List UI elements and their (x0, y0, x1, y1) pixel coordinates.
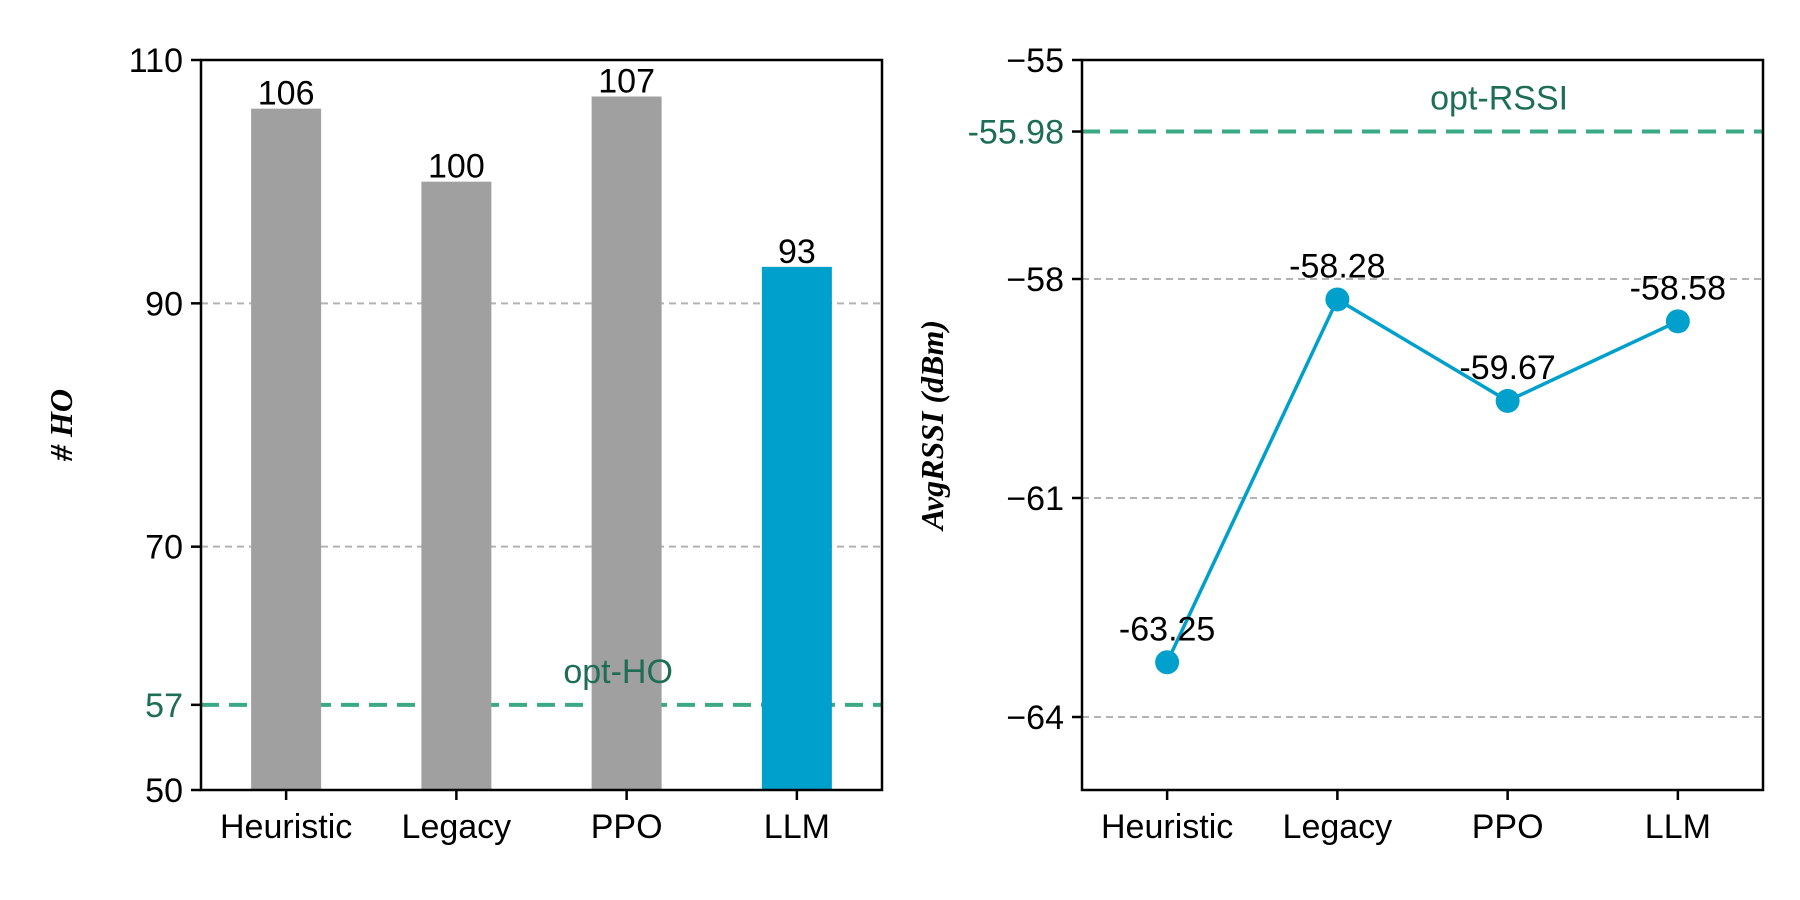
plot-frame (1080, 58, 1765, 792)
y-tick-label: 70 (145, 529, 183, 567)
y-tick-label: −64 (1006, 699, 1064, 737)
y-tick-label: 90 (145, 285, 183, 323)
y-tick-label: −61 (1006, 480, 1064, 518)
bar-value-label: 107 (598, 63, 655, 101)
point-value-label: -58.58 (1630, 269, 1726, 307)
point-legacy (1325, 287, 1350, 312)
y-axis-label: AvgRSSI (dBm) (914, 320, 950, 532)
y-tick-label: -55.98 (968, 114, 1064, 152)
x-tick-label: LLM (764, 808, 830, 846)
rssi-line-chart: -63.25 -58.28 -59.67 -58.58 opt-RSSI −64 −61 −5… (914, 42, 1765, 846)
x-tick-label: Heuristic (220, 808, 352, 846)
point-value-label: -59.67 (1459, 349, 1555, 387)
point-value-label: -58.28 (1289, 247, 1385, 285)
point-llm (1665, 309, 1690, 334)
bar-legacy (421, 181, 492, 790)
y-tick-label: −55 (1006, 42, 1064, 80)
x-tick-label: Legacy (1283, 808, 1393, 846)
rssi-series-line (1165, 296, 1679, 663)
point-heuristic (1155, 650, 1180, 675)
x-tick-label: Heuristic (1101, 808, 1233, 846)
x-tick-label: Legacy (402, 808, 512, 846)
y-tick-label: 57 (145, 687, 183, 725)
y-tick-label: 110 (129, 42, 183, 80)
y-tick-label: 50 (145, 772, 183, 810)
y-axis-label: # HO (43, 389, 79, 462)
reference-line-label: opt-RSSI (1430, 80, 1568, 118)
point-ppo (1495, 388, 1520, 413)
ho-bar-chart: 106 100 107 93 opt-HO 50 57 70 90 110 Heuristic Leg… (43, 42, 884, 846)
y-tick-label: −58 (1006, 261, 1064, 299)
bar-value-label: 106 (258, 75, 315, 113)
bar-value-label: 100 (428, 148, 485, 186)
bar-ppo (591, 96, 662, 790)
bar-value-label: 93 (778, 233, 816, 271)
bar-llm (761, 266, 832, 790)
x-tick-label: PPO (591, 808, 663, 846)
bar-heuristic (251, 108, 322, 790)
point-value-label: -63.25 (1119, 610, 1215, 648)
x-tick-label: PPO (1472, 808, 1544, 846)
plot-frame (199, 58, 884, 792)
reference-line-label: opt-HO (563, 653, 673, 691)
x-tick-label: LLM (1645, 808, 1711, 846)
